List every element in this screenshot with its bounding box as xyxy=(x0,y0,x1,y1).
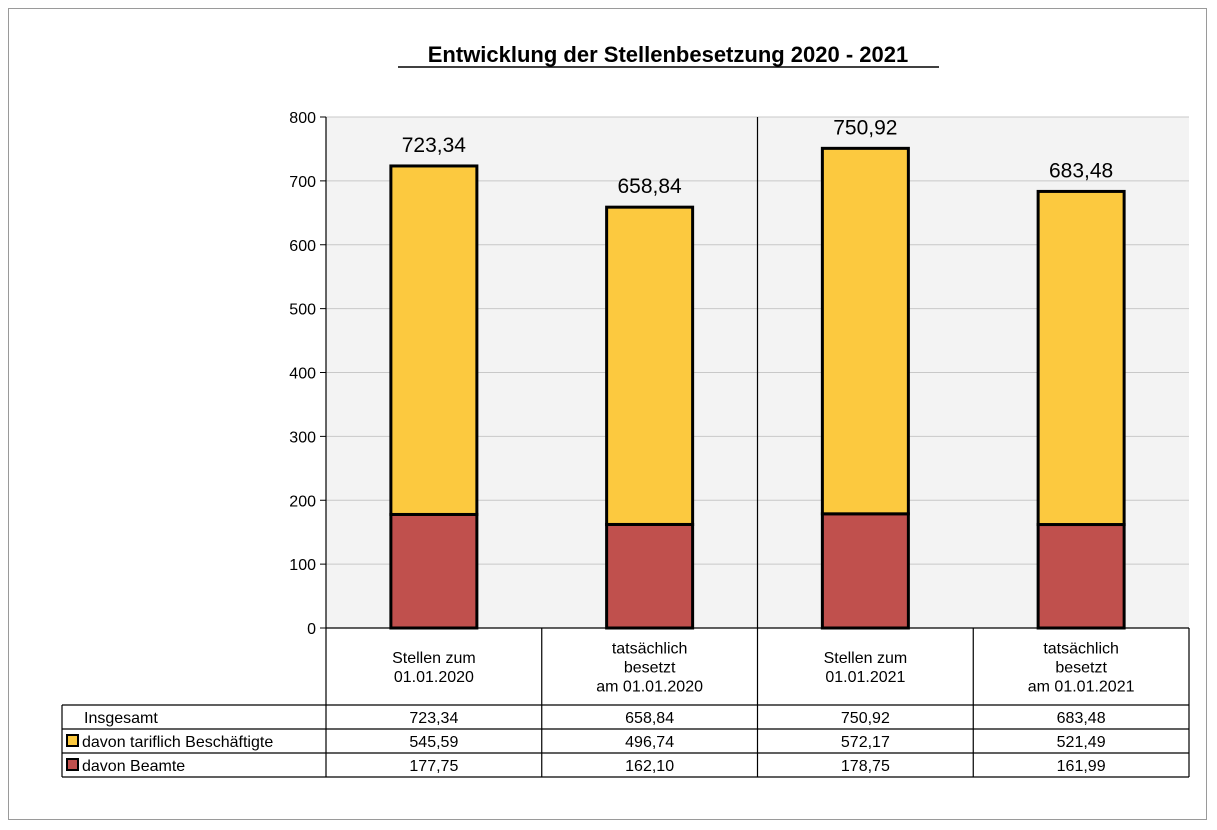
table-cell: 177,75 xyxy=(409,758,458,775)
bar-segment xyxy=(389,164,479,516)
table-cell: 572,17 xyxy=(841,734,890,751)
legend-key xyxy=(66,734,79,747)
table-row-label: davon tariflich Beschäftigte xyxy=(82,734,273,751)
table-cell: 545,59 xyxy=(409,734,458,751)
y-tick-label: 700 xyxy=(289,174,316,191)
table-row-label: davon Beamte xyxy=(82,758,185,775)
chart-title: Entwicklung der Stellenbesetzung 2020 - … xyxy=(428,42,909,67)
bar-segment xyxy=(389,512,479,630)
y-tick-label: 500 xyxy=(289,302,316,319)
category-label: am 01.01.2020 xyxy=(596,679,703,696)
y-tick-label: 800 xyxy=(289,110,316,127)
total-label: 658,84 xyxy=(618,175,683,198)
y-tick-label: 300 xyxy=(289,429,316,446)
category-label: besetzt xyxy=(624,660,676,677)
table-cell: 683,48 xyxy=(1057,710,1106,727)
bar-segment xyxy=(1036,189,1126,527)
category-label: Stellen zum xyxy=(392,650,476,667)
table-cell: 750,92 xyxy=(841,710,890,727)
table-cell: 658,84 xyxy=(625,710,674,727)
bar-segment xyxy=(820,146,910,516)
table-cell: 723,34 xyxy=(409,710,458,727)
total-label: 750,92 xyxy=(833,116,897,139)
total-label: 723,34 xyxy=(402,134,467,157)
category-label: 01.01.2020 xyxy=(394,669,474,686)
y-tick-label: 600 xyxy=(289,238,316,255)
table-cell: 162,10 xyxy=(625,758,674,775)
category-label: tatsächlich xyxy=(1043,641,1119,658)
table-row-label: Insgesamt xyxy=(84,710,158,727)
category-label: besetzt xyxy=(1055,660,1107,677)
category-label: Stellen zum xyxy=(824,650,908,667)
table-cell: 496,74 xyxy=(625,734,674,751)
bar-segment xyxy=(820,512,910,630)
y-tick-label: 400 xyxy=(289,366,316,383)
y-tick-label: 0 xyxy=(307,621,316,638)
category-label: am 01.01.2021 xyxy=(1028,679,1135,696)
total-label: 683,48 xyxy=(1049,159,1113,182)
bar-segment xyxy=(1036,523,1126,630)
y-tick-label: 100 xyxy=(289,557,316,574)
category-label: 01.01.2021 xyxy=(825,669,905,686)
bar-segment xyxy=(605,205,695,526)
category-label: tatsächlich xyxy=(612,641,688,658)
table-cell: 178,75 xyxy=(841,758,890,775)
legend-key xyxy=(66,758,79,771)
table-cell: 161,99 xyxy=(1057,758,1106,775)
bar-segment xyxy=(605,522,695,630)
y-tick-label: 200 xyxy=(289,493,316,510)
table-cell: 521,49 xyxy=(1057,734,1106,751)
